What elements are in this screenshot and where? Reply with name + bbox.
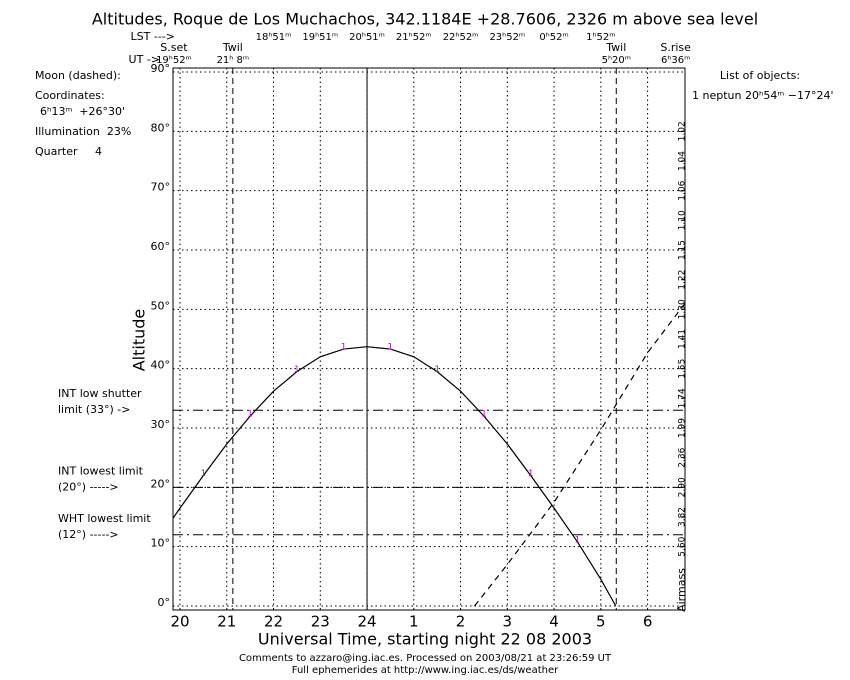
lst-label: 19ʰ51ᵐ [302,32,338,43]
x-tick-label: 2 [456,613,466,631]
x-tick-label: 24 [357,613,376,631]
y-tick-label: 40° [151,359,171,372]
footer: Full ephemerides at http://www.ing.iac.e… [292,665,559,676]
object-marker: 1 [481,410,487,420]
object-ra: 20ʰ54ᵐ [745,89,784,102]
limit-label: INT lowest limit [58,464,144,477]
lst-label: LST ---> [131,30,175,43]
y-tick-label: 60° [151,240,171,253]
x-tick-label: 1 [409,613,419,631]
y-tick-label: 0° [158,596,171,609]
object-number: 1 [692,89,699,102]
object-marker: 1 [434,365,440,375]
x-tick-label: 21 [217,613,236,631]
moon-title: Moon (dashed): [35,69,121,82]
y-tick-label: 80° [151,121,171,134]
event-time: 6ʰ36ᵐ [661,55,690,66]
x-tick-label: 6 [643,613,653,631]
event-name: S.rise [660,41,691,54]
x-tick-label: 3 [503,613,513,631]
lst-label: 23ʰ52ᵐ [489,32,525,43]
object-entry: 1 neptun 20ʰ54ᵐ −17°24' [692,89,834,102]
limit-label: INT low shutter [58,387,142,400]
y-tick-label: 50° [151,299,171,312]
x-axis-title: Universal Time, starting night 22 08 200… [258,630,592,649]
object-marker: 1 [575,535,581,545]
y-tick-label: 30° [151,418,171,431]
x-tick-label: 4 [549,613,559,631]
event-time: 19ʰ52ᵐ [156,55,192,66]
object-marker: 1 [294,365,300,375]
event-name: S.set [160,41,188,54]
lst-label: 1ʰ52ᵐ [586,32,615,43]
moon-illumination: Illumination 23% [35,125,131,138]
x-tick-label: 5 [596,613,606,631]
lst-label: 21ʰ52ᵐ [396,32,432,43]
objects-title: List of objects: [720,69,800,82]
lst-label: 22ʰ52ᵐ [443,32,479,43]
object-name: neptun [703,89,742,102]
limit-label: (12°) -----> [58,528,119,541]
object-marker: 1 [528,469,534,479]
event-name: Twil [222,41,243,54]
y-tick-label: 70° [151,181,171,194]
series-line [474,303,686,607]
limit-label: WHT lowest limit [58,512,151,525]
limit-label: (20°) -----> [58,480,119,493]
x-tick-label: 23 [311,613,330,631]
moon-quarter: Quarter 4 [35,145,102,158]
event-time: 5ʰ20ᵐ [602,55,631,66]
lst-label: 20ʰ51ᵐ [349,32,385,43]
object-marker: 1 [201,469,207,479]
y-tick-label: 90° [151,62,171,75]
limit-label: limit (33°) -> [58,403,130,416]
event-name: Twil [605,41,626,54]
y-tick-label: 10° [151,537,171,550]
x-tick-label: 20 [170,613,189,631]
chart-title: Altitudes, Roque de Los Muchachos, 342.1… [92,10,758,29]
ut-label: UT -> [129,53,160,66]
x-tick-label: 22 [264,613,283,631]
series-line [172,346,617,607]
moon-coordinates: 6ʰ13ᵐ +26°30' [40,105,125,118]
lst-label: 0ʰ52ᵐ [539,32,568,43]
y2-axis-title: Airmass [675,568,688,612]
y-axis-title: Altitude [130,309,149,372]
object-dec: −17°24' [788,89,834,102]
event-time: 21ʰ 8ᵐ [217,55,250,66]
lst-label: 18ʰ51ᵐ [256,32,292,43]
object-marker: 1 [388,343,394,353]
moon-coordinates-label: Coordinates: [35,89,105,102]
footer: Comments to azzaro@ing.iac.es. Processed… [239,653,612,664]
object-marker: 1 [341,343,347,353]
y-tick-label: 20° [151,477,171,490]
object-marker: 1 [247,410,253,420]
plot-frame [172,67,686,611]
